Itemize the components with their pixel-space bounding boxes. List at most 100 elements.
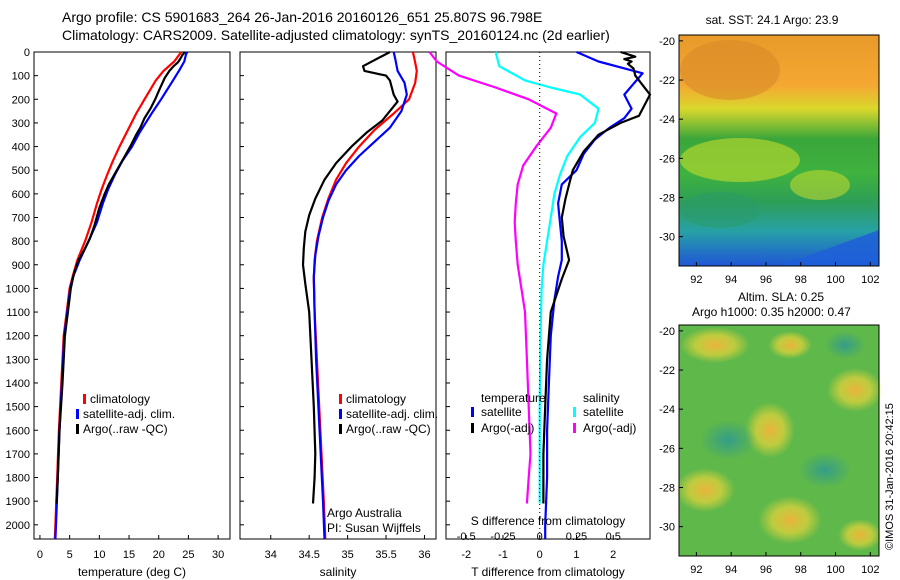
series-line	[544, 50, 644, 539]
legend-label-climatology: climatology	[90, 392, 150, 406]
map-x-tick-label: 96	[760, 274, 772, 286]
x-tick-label: -2	[461, 549, 471, 561]
annotation-argo-australia: Argo Australia	[327, 506, 402, 520]
sst-map-yellow-patch	[790, 170, 850, 200]
legend-label-s-argo: Argo(-adj)	[583, 421, 636, 435]
depth-tick-label: 800	[12, 236, 30, 248]
sst-map-title: sat. SST: 24.1 Argo: 23.9	[706, 13, 839, 27]
sla-map-frame	[678, 324, 880, 557]
map-x-tick-label: 94	[725, 564, 737, 576]
map-x-tick-label: 96	[760, 564, 772, 576]
series-line	[428, 51, 558, 504]
sst-map-frame	[678, 34, 880, 267]
x-tick-label: 0	[537, 549, 543, 561]
depth-tick-label: 1000	[6, 283, 30, 295]
legend-label-argo: Argo(..raw -QC)	[83, 422, 168, 436]
timestamp-watermark: ©IMOS 31-Jan-2016 20:42:15	[884, 403, 896, 550]
s-tick-label: 0.25	[566, 531, 587, 543]
depth-tick-label: 2000	[6, 520, 30, 532]
temperature-xlabel: temperature (deg C)	[78, 565, 186, 579]
map-y-tick-label: -20	[659, 326, 675, 338]
sla-map-low-patch	[825, 331, 865, 359]
map-x-tick-label: 92	[690, 564, 702, 576]
map-y-tick-label: -30	[659, 232, 675, 244]
sla-map-high-patch	[768, 331, 812, 359]
legend-swatch-satellite	[76, 409, 79, 419]
difference-top-label: S difference from climatology	[471, 514, 626, 528]
depth-tick-label: 0	[24, 47, 30, 59]
depth-tick-label: 1800	[6, 473, 30, 485]
difference-panel-frame	[445, 51, 651, 540]
difference-legend: temperature salinity satellite Argo(-adj…	[471, 391, 636, 435]
series-line	[53, 51, 183, 540]
x-tick-label: 35.5	[375, 549, 396, 561]
map-x-tick-label: 102	[861, 274, 879, 286]
series-line	[542, 50, 652, 504]
series-line	[54, 51, 189, 540]
sla-map-high-patch	[827, 368, 883, 412]
map-y-tick-label: -20	[659, 36, 675, 48]
sla-map-low-patch	[700, 420, 756, 460]
map-y-tick-label: -24	[659, 114, 675, 126]
x-tick-label: 36	[418, 549, 430, 561]
x-tick-label: 10	[93, 549, 105, 561]
x-tick-label: 2	[610, 549, 616, 561]
x-tick-label: -1	[498, 549, 508, 561]
s-tick-label: -0.25	[490, 531, 515, 543]
sla-map-high-patch	[745, 402, 795, 458]
legend-title-temperature: temperature	[481, 391, 546, 405]
series-line	[301, 51, 399, 504]
difference-plot: -2 -1 0 1 2 -0.5 -0.25 0 0.25 0.5	[428, 50, 652, 561]
legend-label-s-satellite: satellite	[583, 405, 624, 419]
depth-tick-label: 500	[12, 165, 30, 177]
legend-swatch-climatology	[339, 394, 342, 404]
sst-map	[678, 34, 880, 267]
difference-xlabel: T difference from climatology	[471, 565, 625, 579]
legend-label-satellite: satellite-adj. clim.	[346, 407, 438, 421]
x-tick-label: 34.5	[298, 549, 319, 561]
series-line	[494, 51, 600, 504]
depth-tick-label: 300	[12, 118, 30, 130]
map-y-tick-label: -26	[659, 153, 675, 165]
sst-map-warm-patch	[680, 40, 780, 100]
map-x-tick-label: 102	[861, 564, 879, 576]
legend-swatch-climatology	[83, 394, 86, 404]
legend-label-satellite: satellite-adj. clim.	[83, 407, 175, 421]
map-x-tick-label: 100	[826, 564, 844, 576]
map-y-tick-label: -22	[659, 365, 675, 377]
salinity-panel-frame	[239, 51, 437, 540]
map-x-tick-label: 94	[725, 274, 737, 286]
depth-tick-label: 100	[12, 71, 30, 83]
legend-swatch-argo	[76, 424, 79, 434]
depth-tick-label: 1600	[6, 425, 30, 437]
s-tick-label: 0.5	[606, 531, 621, 543]
map-y-tick-label: -30	[659, 522, 675, 534]
map-y-tick-label: -24	[659, 404, 675, 416]
temperature-plot: 0 5 10 15 20 25 30	[37, 51, 224, 561]
series-line	[312, 51, 408, 540]
depth-tick-label: 1200	[6, 331, 30, 343]
map-x-tick-label: 98	[795, 564, 807, 576]
s-tick-label: 0	[537, 531, 543, 543]
legend-swatch-satellite	[339, 409, 342, 419]
sla-map-high-patch	[675, 468, 735, 512]
sst-map-yellow-patch	[680, 138, 800, 182]
sla-map-axes: 92 94 96 98 100 102 -20 -22 -24 -26 -28 -30	[659, 326, 879, 576]
legend-swatch-s-argo	[573, 423, 576, 433]
legend-swatch-s-satellite	[573, 407, 576, 417]
sla-map-high-patch	[758, 496, 822, 544]
x-tick-label: 25	[182, 549, 194, 561]
header-line-1: Argo profile: CS 5901683_264 26-Jan-2016…	[62, 9, 542, 25]
depth-axis: 0 100 200 300 400 500 600 700 800 900 1000 1100 1200…	[6, 47, 450, 532]
sla-map-title-2: Argo h1000: 0.35 h2000: 0.47	[692, 305, 851, 319]
map-y-tick-label: -28	[659, 482, 675, 494]
temperature-panel-frame	[33, 51, 231, 540]
temperature-legend: climatology satellite-adj. clim. Argo(..…	[76, 392, 175, 436]
map-y-tick-label: -28	[659, 192, 675, 204]
x-tick-label: 1	[573, 549, 579, 561]
legend-label-argo: Argo(..raw -QC)	[346, 422, 431, 436]
sst-map-blue-region	[780, 230, 879, 266]
depth-tick-label: 1100	[6, 307, 30, 319]
depth-tick-label: 1400	[6, 378, 30, 390]
